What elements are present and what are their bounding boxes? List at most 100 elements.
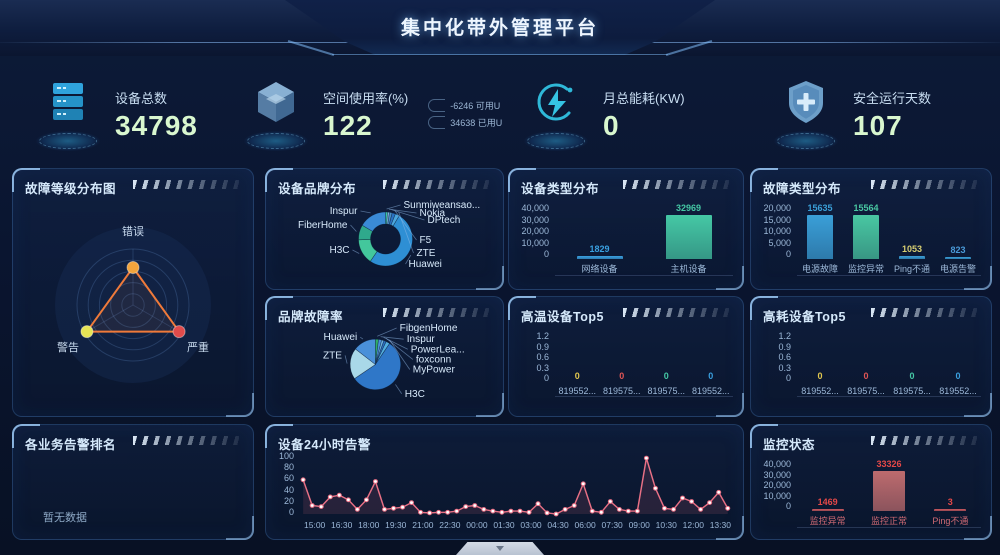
panel-fault-type-distribution: 故障类型分布 20,000 15,000 10,000 5,000 0 15635 电源故障… <box>750 168 992 290</box>
kpi-space-usage-details: -6246 可用U 34638 已用U <box>428 99 502 129</box>
high-power-bar-chart[interactable]: 1.2 0.9 0.6 0.3 0 0 819552... 0 819575... 0 819575… <box>751 323 991 416</box>
monitor-status-bar-chart[interactable]: 40,000 30,000 20,000 10,000 0 1469 监控异常 33326 监控… <box>751 451 991 539</box>
bar[interactable] <box>665 215 712 259</box>
header: 集中化带外管理平台 <box>0 0 1000 56</box>
available-u-unit: 可用U <box>475 101 501 111</box>
panel-title: 设备类型分布 <box>521 182 600 196</box>
kpi-energy: 月总能耗(KW) 0 <box>523 66 685 162</box>
kpi-safe-days: 安全运行天数 107 <box>773 66 931 162</box>
device-type-bar-chart[interactable]: 40,000 30,000 20,000 10,000 0 1829 网络设备 32969 主机… <box>509 195 743 289</box>
svg-text:MyPower: MyPower <box>413 365 456 376</box>
brand-fault-pie-chart[interactable]: FibgenHome Inspur PowerLea... foxconn MyPowe… <box>266 323 503 416</box>
kpi-label: 月总能耗(KW) <box>603 91 685 106</box>
icon-pedestal-ring <box>247 133 305 149</box>
hazard-stripes <box>623 308 729 317</box>
panel-title: 故障等级分布图 <box>25 182 117 196</box>
server-icon <box>53 83 83 120</box>
svg-text:H3C: H3C <box>329 245 349 256</box>
pie-slice[interactable] <box>361 211 386 232</box>
panel-title: 监控状态 <box>763 438 816 452</box>
svg-text:ZTE: ZTE <box>323 350 342 361</box>
svg-text:Inspur: Inspur <box>330 206 358 217</box>
line-series-svg <box>300 455 731 517</box>
cube-icon <box>258 82 294 122</box>
used-u-value: 34638 <box>450 117 476 128</box>
radar-point[interactable] <box>172 325 186 339</box>
panel-device-type-distribution: 设备类型分布 40,000 30,000 20,000 10,000 0 1829 网络设备… <box>508 168 744 290</box>
panel-monitor-status: 监控状态 40,000 30,000 20,000 10,000 0 1469 监控异常 33… <box>750 424 992 540</box>
svg-text:Huawei: Huawei <box>409 259 442 270</box>
bar[interactable] <box>807 215 833 259</box>
svg-text:Inspur: Inspur <box>407 334 436 345</box>
svg-text:ZTE: ZTE <box>417 248 436 259</box>
high-temp-bar-chart[interactable]: 1.2 0.9 0.6 0.3 0 0 819552... 0 819575... 0 819575… <box>509 323 743 416</box>
fault-level-radar-chart[interactable]: 错误 警告 严重 <box>13 195 253 416</box>
kpi-label: 空间使用率(%) <box>323 91 409 106</box>
bracket-shape <box>428 99 446 112</box>
alarms-24h-line-chart[interactable]: 100 80 60 40 20 0 15:00 16:30 18:00 19:30 21:00 22:… <box>266 447 743 539</box>
bar[interactable] <box>576 256 623 259</box>
page-title: 集中化带外管理平台 <box>400 18 599 39</box>
header-title-tab <box>285 0 715 55</box>
panel-title: 故障类型分布 <box>763 182 842 196</box>
panel-high-temp-top5: 高温设备Top5 1.2 0.9 0.6 0.3 0 0 819552... 0 819575.… <box>508 296 744 417</box>
panel-brand-fault-rate: 品牌故障率 FibgenHome Inspur PowerLea... foxconn… <box>265 296 504 417</box>
hazard-stripes <box>383 308 489 317</box>
panel-title: 各业务告警排名 <box>25 438 117 452</box>
radar-point[interactable] <box>126 260 140 274</box>
shield-icon <box>789 81 823 123</box>
bar[interactable] <box>872 471 905 511</box>
header-tab-bottom-edge <box>332 54 668 55</box>
bar[interactable] <box>899 256 925 259</box>
icon-pedestal-ring <box>527 133 585 149</box>
hazard-stripes <box>383 180 489 189</box>
bar[interactable] <box>934 509 967 511</box>
energy-icon <box>537 83 575 121</box>
svg-text:Sunmiweansao...: Sunmiweansao... <box>404 200 481 211</box>
kpi-label: 设备总数 <box>115 91 168 106</box>
fault-type-bar-chart[interactable]: 20,000 15,000 10,000 5,000 0 15635 电源故障 15564 监控… <box>751 195 991 289</box>
panel-title: 品牌故障率 <box>278 310 344 324</box>
hazard-stripes <box>871 436 977 445</box>
kpi-value: 0 <box>603 110 620 141</box>
used-u-unit: 已用U <box>477 118 503 128</box>
svg-text:H3C: H3C <box>405 389 425 400</box>
kpi-device-total: 设备总数 34798 <box>35 66 198 162</box>
brand-donut-chart[interactable]: Sunmiweansao... Nokia DPtech F5 ZTE Huawei H3C… <box>266 195 503 289</box>
panel-title: 高温设备Top5 <box>521 310 604 324</box>
svg-text:F5: F5 <box>420 235 432 246</box>
bar[interactable] <box>811 509 844 511</box>
svg-text:DPtech: DPtech <box>428 215 461 226</box>
kpi-value: 34798 <box>115 110 198 141</box>
panel-brand-distribution: 设备品牌分布 Sunmiweansao... Nokia DPtech F5 ZTE Hu… <box>265 168 504 290</box>
svg-text:FibgenHome: FibgenHome <box>400 323 458 334</box>
pie-slice[interactable] <box>369 215 413 267</box>
bar[interactable] <box>853 215 879 259</box>
hazard-stripes <box>133 180 239 189</box>
panel-high-power-top5: 高耗设备Top5 1.2 0.9 0.6 0.3 0 0 819552... 0 819575.… <box>750 296 992 417</box>
kpi-space-usage: 空间使用率(%) 122 -6246 可用U 34638 已用U <box>243 66 502 162</box>
chevron-down-icon <box>496 546 504 551</box>
svg-text:PowerLea...: PowerLea... <box>411 344 465 355</box>
hazard-stripes <box>623 180 729 189</box>
bracket-shape <box>428 116 446 129</box>
icon-pedestal-ring <box>777 133 835 149</box>
hazard-stripes <box>871 180 977 189</box>
panel-business-alarm-ranking: 各业务告警排名 暂无数据 <box>12 424 254 540</box>
kpi-label: 安全运行天数 <box>853 91 932 106</box>
svg-text:严重: 严重 <box>187 340 209 354</box>
panel-24h-alarms: 设备24小时告警 100 80 60 40 20 0 15:00 16:30 18:00 19:3… <box>265 424 744 540</box>
panel-title: 设备24小时告警 <box>278 438 371 452</box>
kpi-value: 107 <box>853 110 903 141</box>
radar-point[interactable] <box>80 325 94 339</box>
hazard-stripes <box>871 308 977 317</box>
pie-slice[interactable] <box>355 338 376 366</box>
collapse-handle[interactable] <box>456 542 544 555</box>
svg-text:Huawei: Huawei <box>324 332 358 343</box>
bar[interactable] <box>945 257 971 259</box>
svg-text:FiberHome: FiberHome <box>298 220 348 231</box>
kpi-value: 122 <box>323 110 373 141</box>
panel-fault-level-distribution: 故障等级分布图 错误 警告 严重 <box>12 168 254 417</box>
